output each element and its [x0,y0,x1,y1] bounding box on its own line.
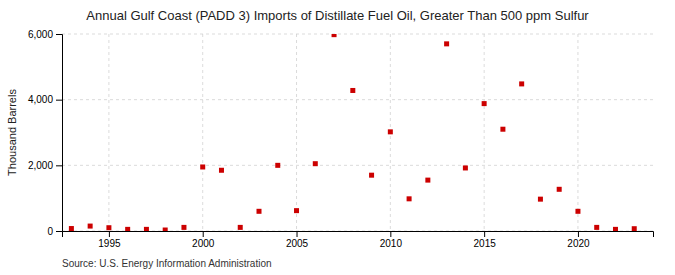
point [388,129,393,134]
point [425,178,430,183]
x-tick-label: 2010 [380,238,403,249]
y-tick: 2,000 [28,160,62,171]
y-tick: 6,000 [28,29,62,40]
point [538,197,543,202]
y-axis: 0 2,000 4,000 6,000 [28,29,63,237]
point [106,225,111,230]
y-grid-line [62,165,653,166]
chart-svg: 1995 2000 2005 2010 2015 2020 0 2,000 4,000 6,000… [0,0,675,275]
y-tick: 0 [47,226,62,237]
point [313,161,318,166]
point [163,228,168,231]
point [500,127,505,132]
point [275,163,280,168]
grid [62,34,653,231]
point [144,227,149,231]
y-axis-line [56,35,63,232]
title: Annual Gulf Coast (PADD 3) Imports of Di… [86,8,589,23]
x-tick-mark [297,231,298,237]
point [219,168,224,173]
x-tick-label: 1995 [98,238,121,249]
point [594,225,599,230]
y-tick: 4,000 [28,94,62,105]
x-tick-mark [578,231,579,237]
point [294,208,299,213]
point [125,227,130,231]
y-tick-mark [56,165,62,166]
point [181,225,186,230]
point [332,34,337,37]
y-axis-label: Thousand Barrels [6,89,18,176]
y-tick-mark [56,100,62,101]
y-grid-line [62,34,653,35]
point [88,224,93,229]
y-tick-label: 0 [47,226,53,237]
point [444,41,449,46]
x-tick-label: 2000 [192,238,215,249]
points [69,34,637,231]
x-tick-label: 2015 [474,238,497,249]
x-axis-line [63,232,654,238]
x-tick-label: 2005 [286,238,309,249]
y-tick-mark [56,34,62,35]
source-note: Source: U.S. Energy Information Administ… [62,258,272,269]
point [257,209,262,214]
y-tick-label: 4,000 [28,94,53,105]
x-tick-mark [390,231,391,237]
plot-area: 1995 2000 2005 2010 2015 2020 0 2,000 4,000 6,000 [28,29,654,249]
point [200,164,205,169]
y-tick-label: 2,000 [28,160,53,171]
x-tick: 2020 [567,231,590,249]
x-grid-line [577,34,578,231]
x-tick: 2005 [286,231,309,249]
point [632,226,637,231]
x-axis: 1995 2000 2005 2010 2015 2020 [63,231,654,249]
point [407,196,412,201]
chart-container: 1995 2000 2005 2010 2015 2020 0 2,000 4,000 6,000… [0,0,675,275]
point [613,227,618,231]
point [575,209,580,214]
x-tick-mark [203,231,204,237]
x-grid-line [484,34,485,231]
point [463,165,468,170]
y-tick-label: 6,000 [28,29,53,40]
point [482,101,487,106]
point [557,187,562,192]
y-grid-line [62,99,653,100]
point [350,88,355,93]
x-tick: 2015 [474,231,497,249]
x-tick-mark [109,231,110,237]
x-tick: 2010 [380,231,403,249]
x-grid-line [296,34,297,231]
y-tick-mark [56,231,62,232]
point [369,173,374,178]
x-tick-label: 2020 [567,238,590,249]
x-tick: 2000 [192,231,215,249]
point [519,81,524,86]
point [238,225,243,230]
point [69,226,74,231]
x-grid-line [108,34,109,231]
x-grid-line [202,34,203,231]
x-tick: 1995 [98,231,121,249]
x-tick-mark [484,231,485,237]
